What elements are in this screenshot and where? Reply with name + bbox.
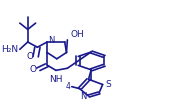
Text: OH: OH [70, 30, 84, 39]
Text: 4: 4 [65, 82, 70, 91]
Text: O: O [27, 52, 34, 61]
Text: S: S [105, 80, 111, 89]
Text: N: N [48, 36, 54, 45]
Text: NH: NH [49, 75, 63, 84]
Text: O: O [29, 65, 36, 74]
Text: H₂N: H₂N [1, 45, 18, 54]
Text: N: N [80, 92, 87, 101]
